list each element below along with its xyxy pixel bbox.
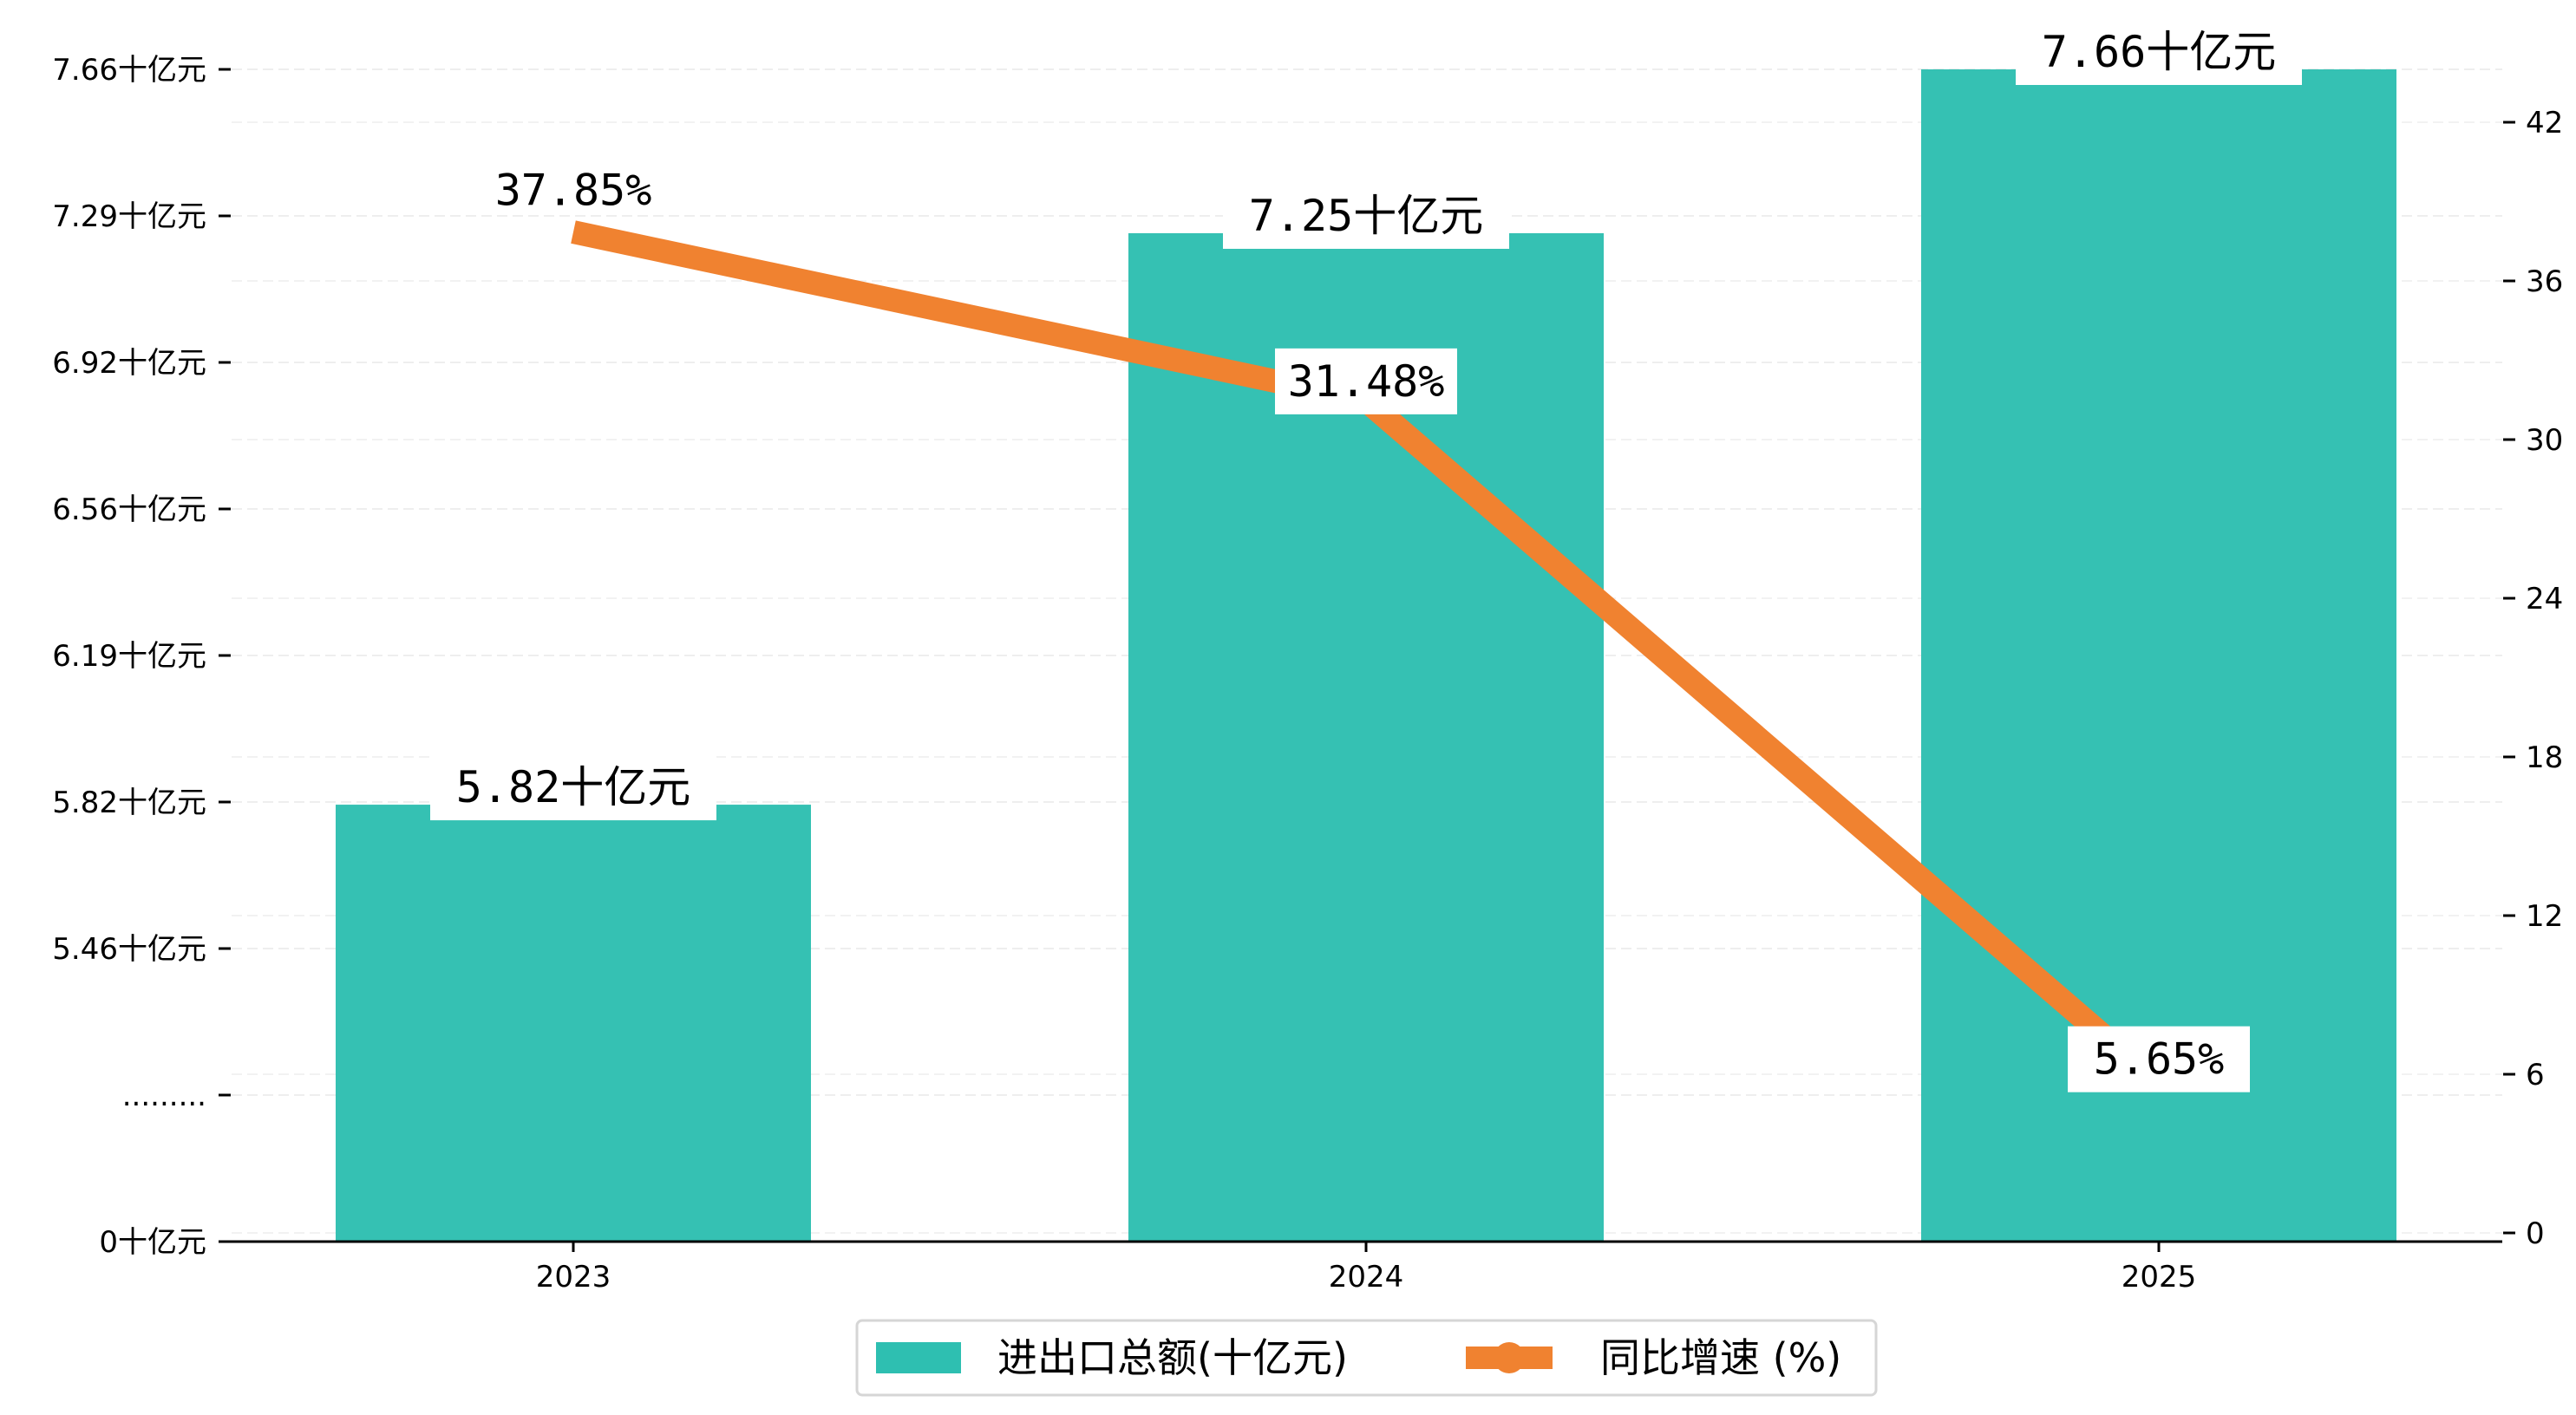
- right-tick-label: 18: [2526, 740, 2563, 775]
- x-tick-label: 2023: [536, 1260, 611, 1294]
- line-label-box: [2068, 1026, 2250, 1092]
- bar-label-box: [430, 754, 716, 821]
- bar-value-label: 7.66十亿元: [2042, 27, 2276, 77]
- left-tick-label: 7.66十亿元: [52, 53, 206, 88]
- bar-2023: [336, 805, 811, 1242]
- legend-line-marker: [1494, 1342, 1525, 1373]
- right-tick-label: 30: [2526, 423, 2563, 458]
- legend-bar-swatch: [876, 1342, 961, 1373]
- right-tick-label: 36: [2526, 264, 2563, 299]
- left-tick-label: 0十亿元: [99, 1225, 206, 1260]
- bar-value-label: 5.82十亿元: [456, 762, 690, 812]
- right-tick-label: 42: [2526, 106, 2563, 140]
- left-tick-label: 5.46十亿元: [52, 932, 206, 967]
- line-value-label: 37.85%: [495, 166, 652, 216]
- data-labels: 5.82十亿元 7.25十亿元 7.66十亿元 37.85% 31.48% 5.65%: [430, 19, 2302, 1092]
- axes: 0十亿元......... 5.46十亿元 5.82十亿元 6.19十亿元 6.56十亿…: [52, 53, 2563, 1294]
- right-tick-label: 0: [2526, 1216, 2545, 1251]
- left-tick-label: 7.29十亿元: [52, 199, 206, 234]
- left-tick-label: 5.82十亿元: [52, 786, 206, 820]
- bar-label-box: [2016, 19, 2302, 85]
- left-tick-label: .........: [122, 1079, 206, 1113]
- legend-bar-label: 进出口总额(十亿元): [997, 1334, 1348, 1381]
- right-tick-label: 24: [2526, 582, 2563, 616]
- legend: 进出口总额(十亿元) 同比增速 (%): [855, 1319, 1878, 1397]
- left-tick-label: 6.19十亿元: [52, 639, 206, 674]
- line-value-label: 31.48%: [1288, 356, 1445, 407]
- legend-line-label: 同比增速 (%): [1600, 1334, 1841, 1381]
- right-tick-label: 6: [2526, 1058, 2545, 1092]
- line-label-box: [1275, 348, 1457, 414]
- legend-frame: [855, 1319, 1878, 1397]
- left-tick-label: 6.56十亿元: [52, 492, 206, 527]
- x-tick-label: 2024: [1329, 1260, 1404, 1294]
- right-tick-label: 12: [2526, 899, 2563, 934]
- bar-label-box: [1223, 182, 1509, 249]
- x-tick-label: 2025: [2122, 1260, 2197, 1294]
- left-tick-label: 6.92十亿元: [52, 346, 206, 381]
- bars: [336, 69, 2396, 1242]
- bar-value-label: 7.25十亿元: [1249, 191, 1483, 241]
- line-value-label: 5.65%: [2094, 1034, 2225, 1085]
